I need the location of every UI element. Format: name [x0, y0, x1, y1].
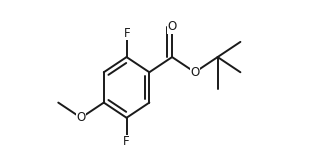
Text: O: O [190, 66, 199, 79]
Text: O: O [76, 111, 86, 124]
Text: F: F [124, 27, 131, 40]
Text: F: F [123, 135, 130, 148]
Text: O: O [167, 20, 177, 33]
